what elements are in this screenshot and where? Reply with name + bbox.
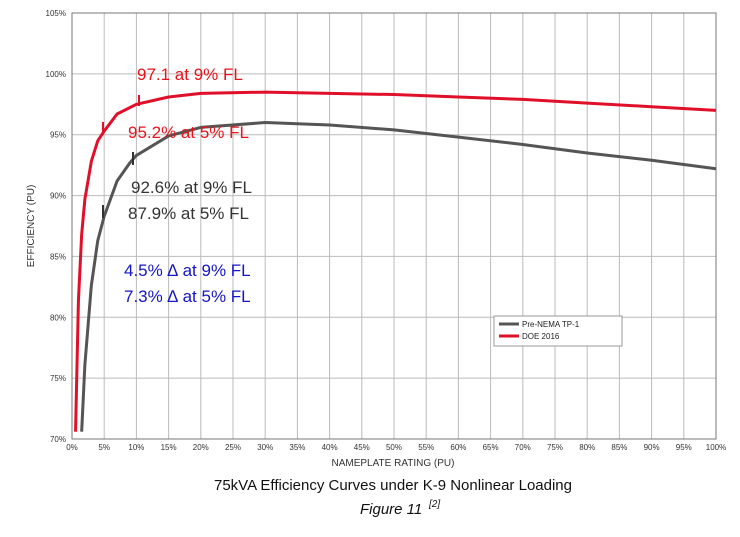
x-tick-label: 95% (676, 443, 692, 452)
legend-box (493, 315, 623, 347)
legend: Pre-NEMA TP-1 DOE 2016 (493, 315, 623, 347)
x-tick-label: 50% (386, 443, 402, 452)
x-tick-label: 60% (450, 443, 466, 452)
y-tick-label: 75% (50, 374, 66, 383)
legend-label: DOE 2016 (522, 332, 560, 341)
x-tick-label: 40% (322, 443, 338, 452)
x-tick-label: 75% (547, 443, 563, 452)
legend-label: Pre-NEMA TP-1 (522, 320, 580, 329)
y-tick-label: 80% (50, 313, 66, 322)
x-tick-label: 65% (483, 443, 499, 452)
y-axis-label: EFFICIENCY (PU) (26, 185, 37, 268)
y-tick-label: 95% (50, 131, 66, 140)
figure-label: Figure 11 (360, 501, 422, 518)
plot-frame (71, 12, 717, 440)
annotation: 4.5% ∆ at 9% FL (124, 261, 251, 280)
lines (74, 90, 717, 432)
y-tick-label: 105% (46, 9, 66, 18)
x-tick-label: 10% (128, 443, 144, 452)
figure-ref: [2] (428, 499, 440, 510)
x-tick-label: 5% (98, 443, 110, 452)
annotation: 95.2% at 5% FL (128, 123, 249, 142)
y-tick-label: 90% (50, 192, 66, 201)
x-tick-label: 30% (257, 443, 273, 452)
y-tick-label: 85% (50, 252, 66, 261)
caption: 75kVA Efficiency Curves under K-9 Nonlin… (214, 477, 572, 494)
x-tick-label: 100% (706, 443, 726, 452)
annotation: 87.9% at 5% FL (128, 204, 249, 223)
series-line (80, 121, 717, 432)
x-tick-label: 35% (289, 443, 305, 452)
x-tick-label: 15% (161, 443, 177, 452)
x-tick-label: 55% (418, 443, 434, 452)
annotation: 97.1 at 9% FL (137, 65, 243, 84)
x-tick-label: 85% (611, 443, 627, 452)
annotation: 7.3% ∆ at 5% FL (124, 287, 251, 306)
y-tick-label: 70% (50, 435, 66, 444)
x-tick-label: 80% (579, 443, 595, 452)
x-tick-label: 25% (225, 443, 241, 452)
y-tick-label: 100% (46, 70, 66, 79)
annotation: 92.6% at 9% FL (131, 178, 252, 197)
series-line (74, 90, 717, 432)
x-tick-label: 90% (644, 443, 660, 452)
x-tick-label: 45% (354, 443, 370, 452)
x-tick-label: 0% (66, 443, 78, 452)
x-axis-label: NAMEPLATE RATING (PU) (332, 458, 455, 469)
x-tick-label: 70% (515, 443, 531, 452)
x-tick-label: 20% (193, 443, 209, 452)
